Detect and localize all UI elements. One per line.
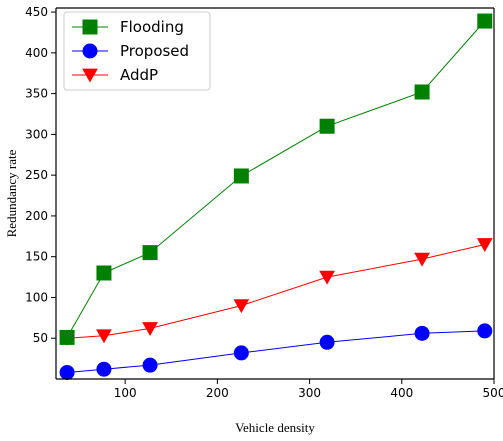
- data-point-addp: AddP: (422, 147): [414, 252, 430, 267]
- data-point-flooding: Flooding: (77, 130): [96, 265, 112, 281]
- data-point-proposed: Proposed: (127, 17): [142, 357, 158, 373]
- data-point-proposed: Proposed: (226, 32): [233, 345, 249, 361]
- y-tick-label: 200: [25, 209, 48, 223]
- data-point-addp: AddP: (77, 53): [96, 329, 112, 344]
- legend-label: Proposed: [120, 42, 189, 60]
- data-point-flooding: Flooding: (422, 352): [414, 84, 430, 100]
- legend: Flooding Proposed AddP: [63, 11, 211, 91]
- legend-item-addp: AddP: [72, 66, 158, 84]
- y-tick-label: 50: [33, 331, 48, 345]
- data-point-flooding: Flooding: (127, 155): [142, 245, 158, 261]
- x-tick-label: 200: [206, 386, 229, 400]
- axes: 100 200 300 400 500 50 100 150 200 250 300 350 400 45…: [4, 5, 503, 435]
- legend-box: [63, 11, 211, 91]
- legend-label: AddP: [120, 66, 158, 84]
- y-tick-label: 100: [25, 290, 48, 304]
- legend-label: Flooding: [120, 18, 184, 36]
- x-tick-label: 500: [483, 386, 503, 400]
- data-point-proposed: Proposed: (319, 45): [319, 334, 335, 350]
- x-tick-label: 300: [298, 386, 321, 400]
- data-point-flooding: Flooding: (226, 249): [233, 168, 249, 184]
- y-tick-label: 250: [25, 168, 48, 182]
- data-point-addp: AddP: (319, 125): [319, 270, 335, 285]
- legend-item-flooding: Flooding: [72, 18, 184, 36]
- data-point-flooding: Flooding: (37, 51): [59, 329, 75, 345]
- data-point-flooding: Flooding: (319, 310): [319, 118, 335, 134]
- data-point-flooding: Flooding: (490, 439): [477, 13, 493, 29]
- data-point-addp: AddP: (127, 62): [142, 322, 158, 336]
- y-tick-label: 400: [25, 46, 48, 60]
- y-tick-label: 450: [25, 5, 48, 19]
- legend-marker-addp: [82, 68, 98, 83]
- y-tick-label: 350: [25, 87, 48, 101]
- x-tick-label: 100: [114, 386, 137, 400]
- series-proposed: Proposed: (37, 8) Proposed: (77, 12) Propo…: [59, 323, 493, 380]
- x-tick-label: 400: [390, 386, 413, 400]
- y-axis-title: Redundancy rate: [4, 149, 19, 237]
- data-point-proposed: Proposed: (77, 12): [96, 361, 112, 377]
- legend-item-proposed: Proposed: [72, 42, 189, 60]
- data-point-proposed: Proposed: (490, 59): [477, 323, 493, 339]
- x-axis-title: Vehicle density: [235, 420, 315, 435]
- plot-area: Proposed: (37, 8) Proposed: (77, 12) Propo…: [59, 13, 493, 380]
- series-flooding: Flooding: (37, 51) Flooding: (77, 130) Flo…: [59, 13, 493, 345]
- y-tick-label: 150: [25, 250, 48, 264]
- data-point-addp: AddP: (490, 165): [476, 238, 493, 252]
- legend-marker-proposed: [82, 43, 98, 59]
- data-point-addp: AddP: (226, 90): [233, 299, 250, 314]
- legend-marker-flooding: [82, 19, 98, 35]
- y-tick-label: 300: [25, 127, 48, 141]
- data-point-proposed: Proposed: (422, 56): [414, 325, 430, 341]
- data-point-proposed: Proposed: (37, 8): [59, 364, 75, 380]
